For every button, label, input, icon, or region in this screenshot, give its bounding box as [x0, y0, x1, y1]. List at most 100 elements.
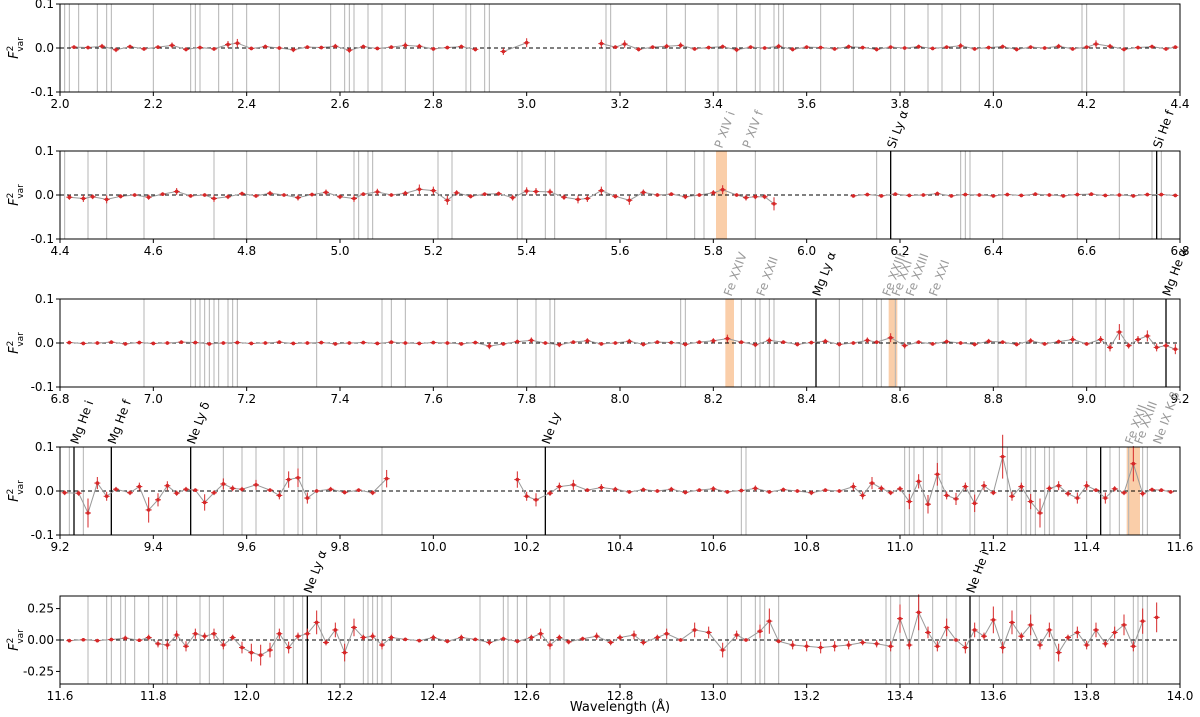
- y-tick-label: 0.0: [35, 188, 54, 202]
- point-marker: [1028, 623, 1033, 627]
- data-point: [1032, 192, 1039, 196]
- data-connector: [722, 634, 738, 651]
- data-point: [458, 634, 465, 641]
- data-point: [1111, 486, 1118, 492]
- data-connector: [666, 633, 681, 641]
- data-connector: [325, 191, 341, 198]
- data-connector: [992, 619, 1004, 648]
- point-marker: [762, 46, 767, 50]
- point-marker: [851, 194, 856, 198]
- data-point: [831, 47, 838, 51]
- data-point: [906, 493, 913, 510]
- data-point: [80, 195, 87, 202]
- data-connector: [890, 618, 901, 647]
- point-marker: [375, 190, 380, 194]
- data-point: [472, 47, 479, 52]
- data-connector: [680, 44, 695, 50]
- data-point: [1041, 342, 1048, 346]
- point-marker: [851, 484, 856, 489]
- point-marker: [972, 628, 977, 632]
- data-connector: [138, 486, 150, 511]
- data-connector: [377, 191, 392, 196]
- data-point: [836, 489, 843, 493]
- point-marker: [431, 635, 436, 640]
- data-connector: [1095, 629, 1106, 645]
- point-marker: [310, 192, 314, 197]
- x-tick-label: 8.8: [984, 392, 1003, 406]
- point-marker: [286, 645, 291, 650]
- data-point: [598, 342, 605, 346]
- data-point: [1055, 43, 1062, 49]
- data-connector: [568, 638, 583, 643]
- x-tick-label: 4.0: [984, 97, 1003, 111]
- point-marker: [296, 476, 300, 480]
- x-tick-label: 3.6: [797, 97, 816, 111]
- point-marker: [1056, 483, 1061, 488]
- data-point: [617, 634, 623, 641]
- point-marker: [613, 341, 618, 345]
- data-point: [1041, 46, 1048, 50]
- data-point: [239, 641, 245, 654]
- point-marker: [1098, 337, 1103, 342]
- line-label: Ne Ly δ: [184, 400, 212, 446]
- x-tick-label: 8.0: [610, 392, 629, 406]
- data-point: [962, 641, 969, 654]
- data-point: [136, 638, 143, 643]
- point-marker: [916, 44, 921, 49]
- data-connector: [587, 340, 602, 345]
- point-marker: [944, 45, 949, 49]
- data-point: [239, 486, 245, 492]
- data-connector: [899, 488, 910, 502]
- data-point: [626, 195, 633, 205]
- data-point: [794, 489, 801, 493]
- data-connector: [447, 192, 457, 201]
- data-point: [192, 628, 199, 639]
- point-marker: [720, 648, 725, 652]
- data-point: [201, 193, 208, 197]
- point-marker: [1154, 615, 1159, 620]
- data-connector: [1123, 463, 1134, 493]
- data-point: [1130, 446, 1137, 482]
- x-tick-label: 7.8: [517, 392, 536, 406]
- point-marker: [669, 340, 674, 345]
- data-connector: [535, 492, 551, 501]
- point-marker: [655, 193, 660, 197]
- data-point: [663, 43, 670, 49]
- data-point: [654, 193, 661, 197]
- data-point: [873, 340, 880, 344]
- point-marker: [193, 488, 198, 492]
- data-connector: [223, 637, 233, 646]
- point-marker: [683, 490, 688, 495]
- point-marker: [137, 340, 142, 345]
- x-tick-label: 4.6: [144, 244, 163, 258]
- data-point: [1060, 194, 1067, 198]
- data-connector: [974, 629, 985, 637]
- point-marker: [1094, 628, 1098, 632]
- data-point: [159, 192, 166, 196]
- point-marker: [697, 193, 702, 197]
- data-connector: [918, 481, 929, 505]
- point-marker: [76, 491, 81, 496]
- x-tick-label: 6.2: [890, 244, 909, 258]
- x-tick-label: 6.6: [1077, 244, 1096, 258]
- data-point: [766, 608, 773, 634]
- data-point: [99, 43, 105, 49]
- data-point: [122, 635, 129, 641]
- data-point: [173, 630, 180, 640]
- data-connector: [372, 478, 388, 494]
- data-point: [1046, 193, 1053, 197]
- data-connector: [269, 633, 280, 651]
- point-marker: [692, 628, 697, 632]
- point-marker: [926, 630, 930, 635]
- data-point: [598, 484, 605, 491]
- point-marker: [226, 194, 230, 199]
- data-point: [360, 340, 367, 345]
- point-marker: [296, 634, 300, 639]
- data-point: [290, 341, 297, 346]
- data-point: [845, 44, 852, 49]
- point-marker: [720, 187, 725, 192]
- data-point: [131, 193, 138, 197]
- point-marker: [524, 40, 529, 45]
- data-connector: [587, 190, 602, 199]
- data-point: [1149, 44, 1155, 49]
